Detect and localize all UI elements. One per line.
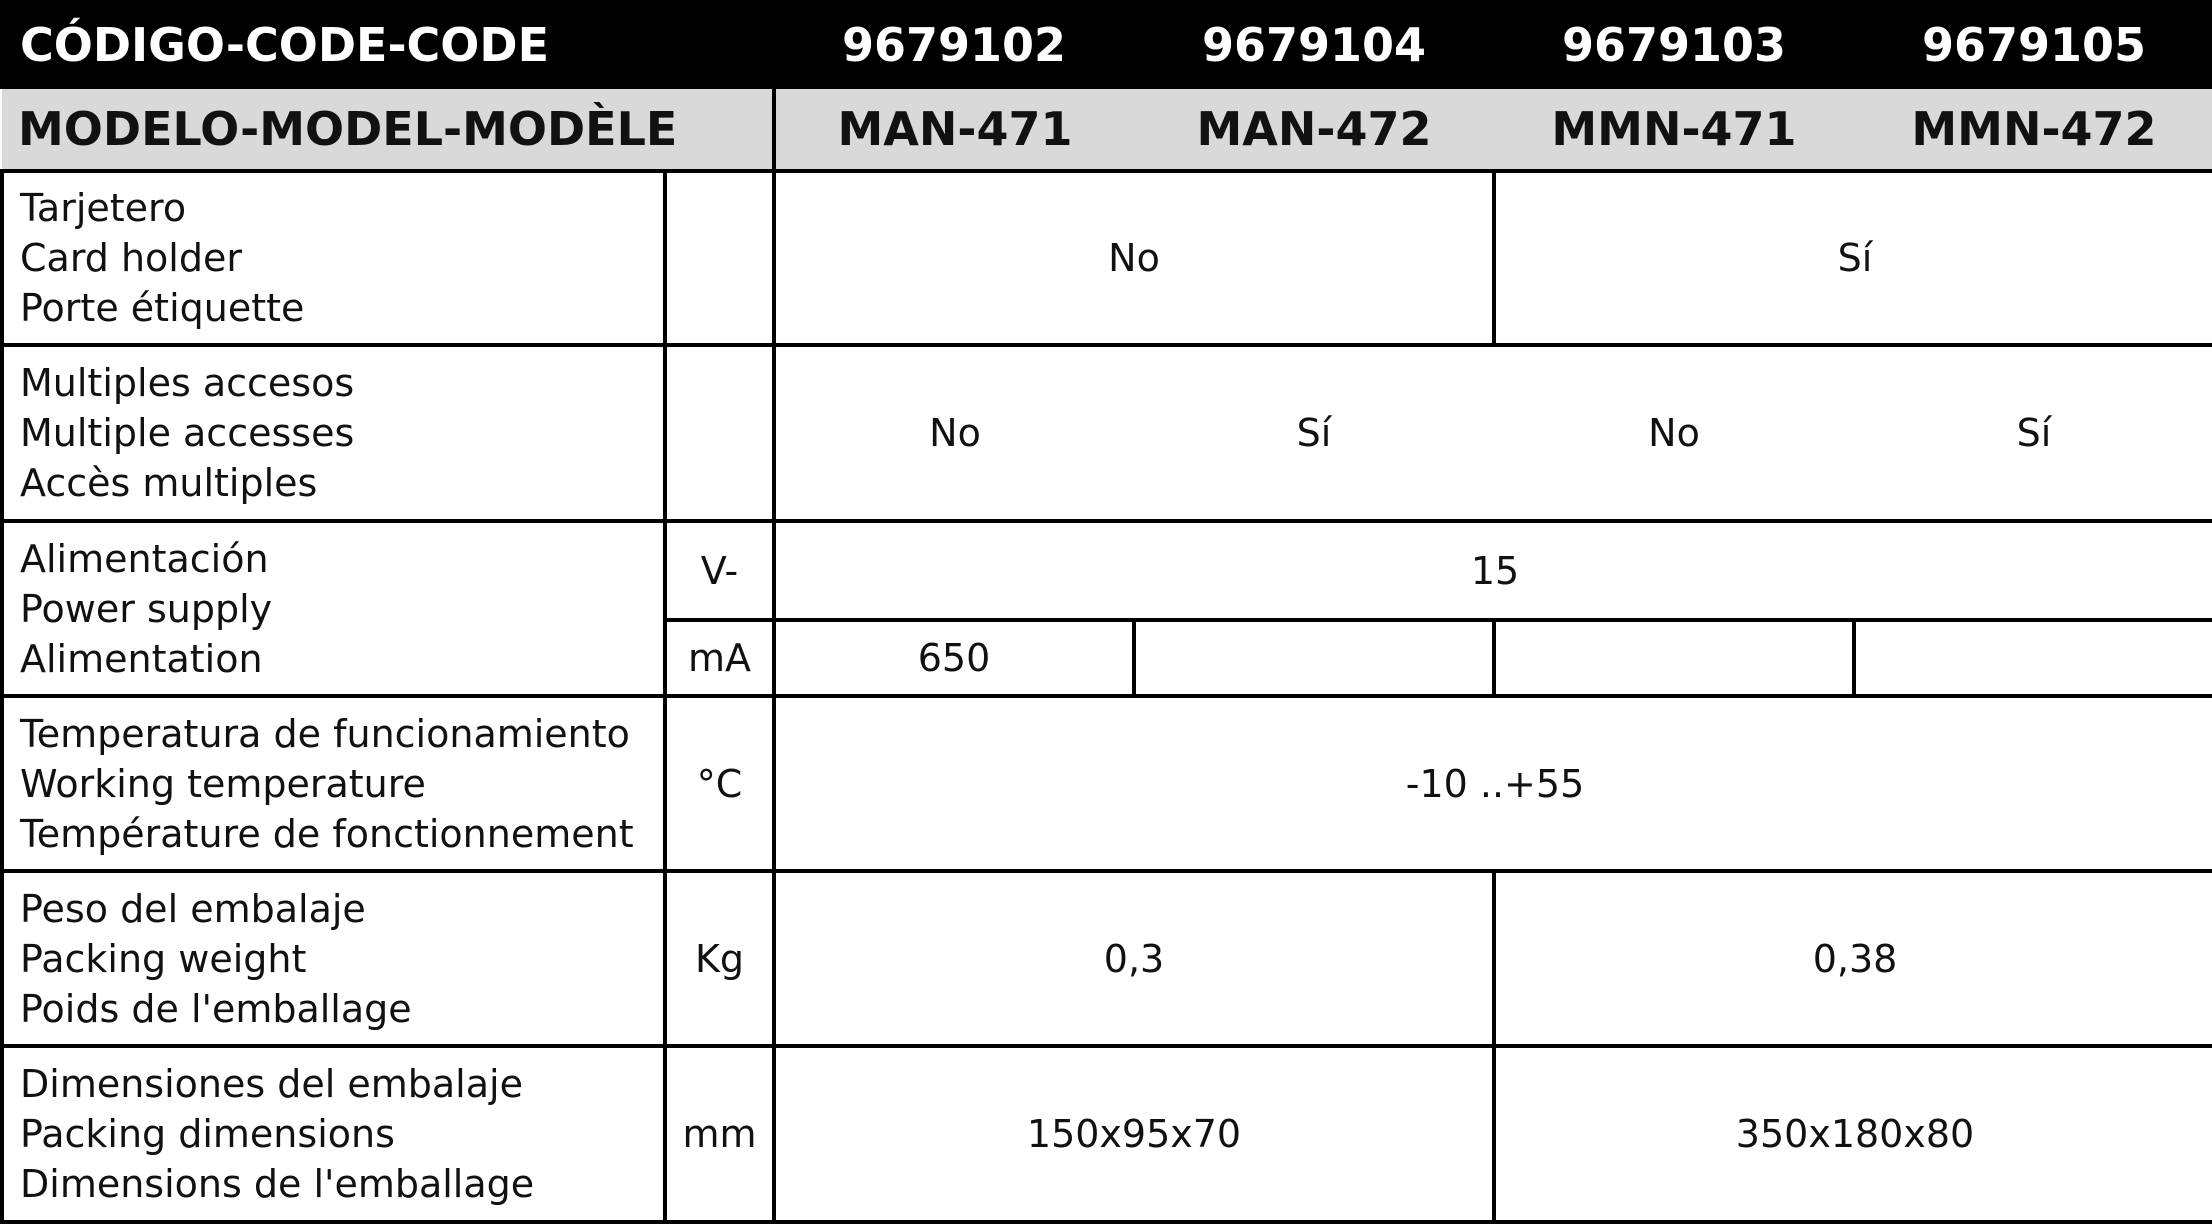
- label-es: Alimentación: [20, 536, 269, 581]
- label-fr: Alimentation: [20, 636, 263, 681]
- unit-cell: [663, 169, 776, 347]
- power-current-row: mA 650: [2, 618, 2212, 698]
- value-cell: 0,38: [1492, 869, 2212, 1048]
- power-voltage-row: Alimentación Power supply Alimentation V- …: [0, 519, 2212, 698]
- code-cell: 9679105: [1852, 0, 2212, 89]
- value-cell: No: [1494, 343, 1854, 523]
- value-cell: Sí: [1854, 343, 2212, 523]
- temperature-row: Temperatura de funcionamiento Working tem…: [0, 694, 2212, 873]
- code-cell: 9679104: [1132, 0, 1496, 89]
- unit-cell: mm: [663, 1044, 776, 1224]
- value-cell: 150x95x70: [772, 1044, 1496, 1224]
- multiple-access-row: Multiples accesos Multiple accesses Accès …: [0, 343, 2212, 523]
- label-es: Multiples accesos: [20, 361, 355, 405]
- value-cell: [1852, 618, 2212, 698]
- value-cell: 350x180x80: [1492, 1044, 2212, 1224]
- unit-cell: °C: [663, 694, 776, 873]
- row-label: Multiples accesos Multiple accesses Accès …: [0, 343, 667, 523]
- label-fr: Accès multiples: [20, 461, 318, 505]
- label-en: Power supply: [20, 586, 273, 631]
- row-label: Dimensiones del embalaje Packing dimensio…: [0, 1044, 667, 1224]
- label-fr: Porte étiquette: [20, 286, 305, 330]
- model-row: MODELO-MODEL-MODÈLE MAN-471 MAN-472 MMN-…: [2, 85, 2212, 173]
- model-cell: MMN-471: [1494, 85, 1854, 173]
- model-cell: MMN-472: [1854, 85, 2212, 173]
- label-en: Multiple accesses: [20, 411, 355, 455]
- value-cell: [1132, 618, 1496, 698]
- card-holder-row: Tarjetero Card holder Porte étiquette No S…: [0, 169, 2212, 347]
- unit-cell: V-: [663, 519, 776, 622]
- row-label: Alimentación Power supply Alimentation: [0, 519, 667, 698]
- label-es: Peso del embalaje: [20, 886, 366, 931]
- label-en: Packing weight: [20, 936, 307, 981]
- value-cell: 0,3: [772, 869, 1496, 1048]
- row-label: Tarjetero Card holder Porte étiquette: [0, 169, 667, 347]
- label-en: Working temperature: [20, 761, 426, 806]
- unit-cell: Kg: [663, 869, 776, 1048]
- code-cell: 9679102: [772, 0, 1136, 89]
- value-cell: Sí: [1492, 169, 2212, 347]
- value-cell: -10 ..+55: [772, 694, 2212, 873]
- weight-row: Peso del embalaje Packing weight Poids de …: [0, 869, 2212, 1048]
- value-cell: 650: [772, 618, 1136, 698]
- dimensions-row: Dimensiones del embalaje Packing dimensio…: [0, 1044, 2212, 1224]
- code-cell: 9679103: [1492, 0, 1856, 89]
- label-fr: Température de fonctionnement: [20, 811, 634, 856]
- label-es: Tarjetero: [20, 186, 187, 230]
- value-cell: [1492, 618, 1856, 698]
- value-cell: Sí: [1134, 343, 1494, 523]
- label-en: Packing dimensions: [20, 1112, 395, 1156]
- label-fr: Dimensions de l'emballage: [20, 1162, 535, 1206]
- value-cell: No: [772, 169, 1496, 347]
- model-cell: MAN-472: [1134, 85, 1494, 173]
- unit-cell: [663, 343, 776, 523]
- value-cell: 15: [772, 519, 2212, 622]
- row-label: Temperatura de funcionamiento Working tem…: [0, 694, 667, 873]
- code-row: CÓDIGO-CODE-CODE 9679102 9679104 9679103…: [0, 0, 2212, 89]
- label-es: Temperatura de funcionamiento: [20, 711, 630, 756]
- code-label: CÓDIGO-CODE-CODE: [0, 0, 775, 89]
- label-fr: Poids de l'emballage: [20, 986, 412, 1031]
- label-es: Dimensiones del embalaje: [20, 1062, 523, 1106]
- model-label: MODELO-MODEL-MODÈLE: [2, 85, 774, 173]
- value-cell: No: [772, 343, 1134, 523]
- label-en: Card holder: [20, 236, 242, 280]
- row-label: Peso del embalaje Packing weight Poids de …: [0, 869, 667, 1048]
- model-cell: MAN-471: [772, 85, 1134, 173]
- unit-cell: mA: [663, 618, 776, 698]
